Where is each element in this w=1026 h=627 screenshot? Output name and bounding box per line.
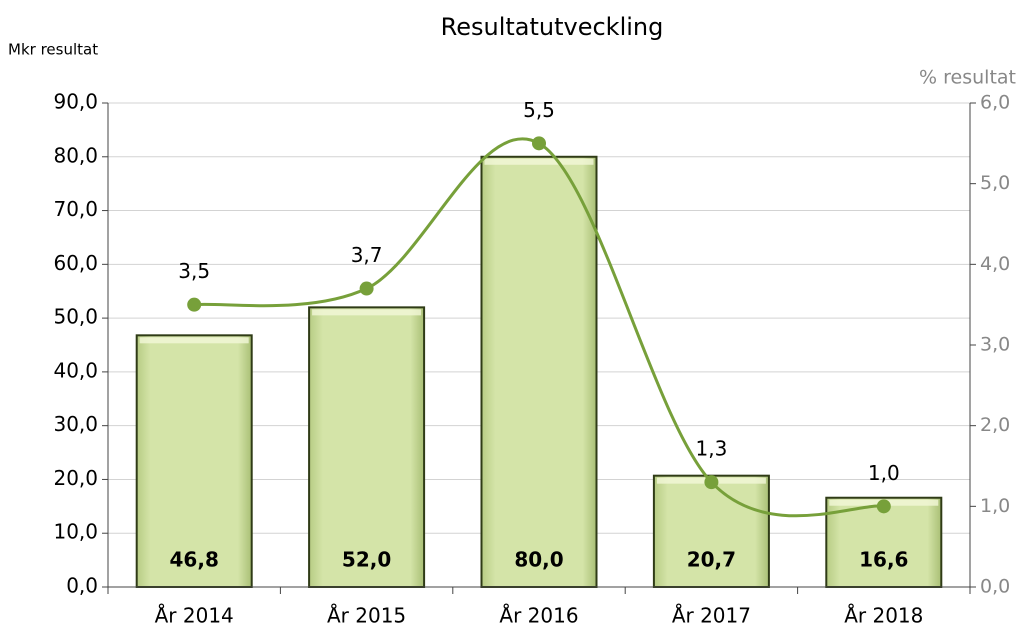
bar (308, 306, 426, 588)
y-tick-label: 40,0 (53, 358, 98, 382)
y-tick-label: 80,0 (53, 143, 98, 167)
y2-tick-label: 6,0 (980, 92, 1010, 114)
bar-value-label: 16,6 (859, 548, 908, 572)
y-tick-label: 20,0 (53, 466, 98, 490)
line (194, 137, 885, 518)
bar (652, 474, 770, 588)
bar-bevel (139, 337, 249, 344)
line-point (704, 475, 719, 490)
bar-bevel (484, 158, 594, 165)
y2-tick-label: 2,0 (980, 414, 1010, 436)
line-value-label: 3,7 (351, 243, 383, 267)
line-value-label: 3,5 (178, 259, 210, 283)
y-tick-label: 60,0 (53, 251, 98, 275)
y-tick-label: 70,0 (53, 197, 98, 221)
bar-value-label: 20,7 (687, 548, 736, 572)
line-point (876, 499, 891, 514)
line-value-label: 5,5 (523, 98, 555, 122)
y-tick-label: 10,0 (53, 520, 98, 544)
y2-tick-label: 5,0 (980, 172, 1010, 194)
x-tick-label: År 2017 (672, 604, 751, 627)
y-axis-label: Mkr resultat (8, 41, 98, 59)
y-tick-label: 0,0 (66, 574, 98, 598)
chart-title: Resultatutveckling (441, 13, 664, 41)
y-tick-label: 50,0 (53, 305, 98, 329)
y2-tick-label: 0,0 (980, 576, 1010, 598)
line-point (187, 297, 202, 312)
bar-value-label: 80,0 (514, 548, 563, 572)
y-tick-label: 30,0 (53, 412, 98, 436)
x-tick-label: År 2015 (327, 604, 406, 627)
y2-tick-label: 3,0 (980, 334, 1010, 356)
bar (480, 155, 598, 588)
y-tick-label: 90,0 (53, 90, 98, 114)
bar-bevel (312, 309, 422, 316)
x-tick-label: År 2016 (499, 604, 578, 627)
y2-tick-label: 4,0 (980, 253, 1010, 275)
x-tick-label: År 2018 (844, 604, 923, 627)
y2-tick-label: 1,0 (980, 495, 1010, 517)
bar-value-label: 46,8 (170, 548, 219, 572)
bar (135, 334, 253, 588)
y2-axis-label: % resultat (919, 67, 1016, 89)
x-tick-label: År 2014 (155, 604, 234, 627)
line-point (532, 136, 546, 151)
line-value-label: 1,0 (868, 461, 900, 485)
line-point (359, 281, 374, 296)
bar-value-label: 52,0 (342, 548, 391, 572)
line-value-label: 1,3 (695, 437, 727, 461)
